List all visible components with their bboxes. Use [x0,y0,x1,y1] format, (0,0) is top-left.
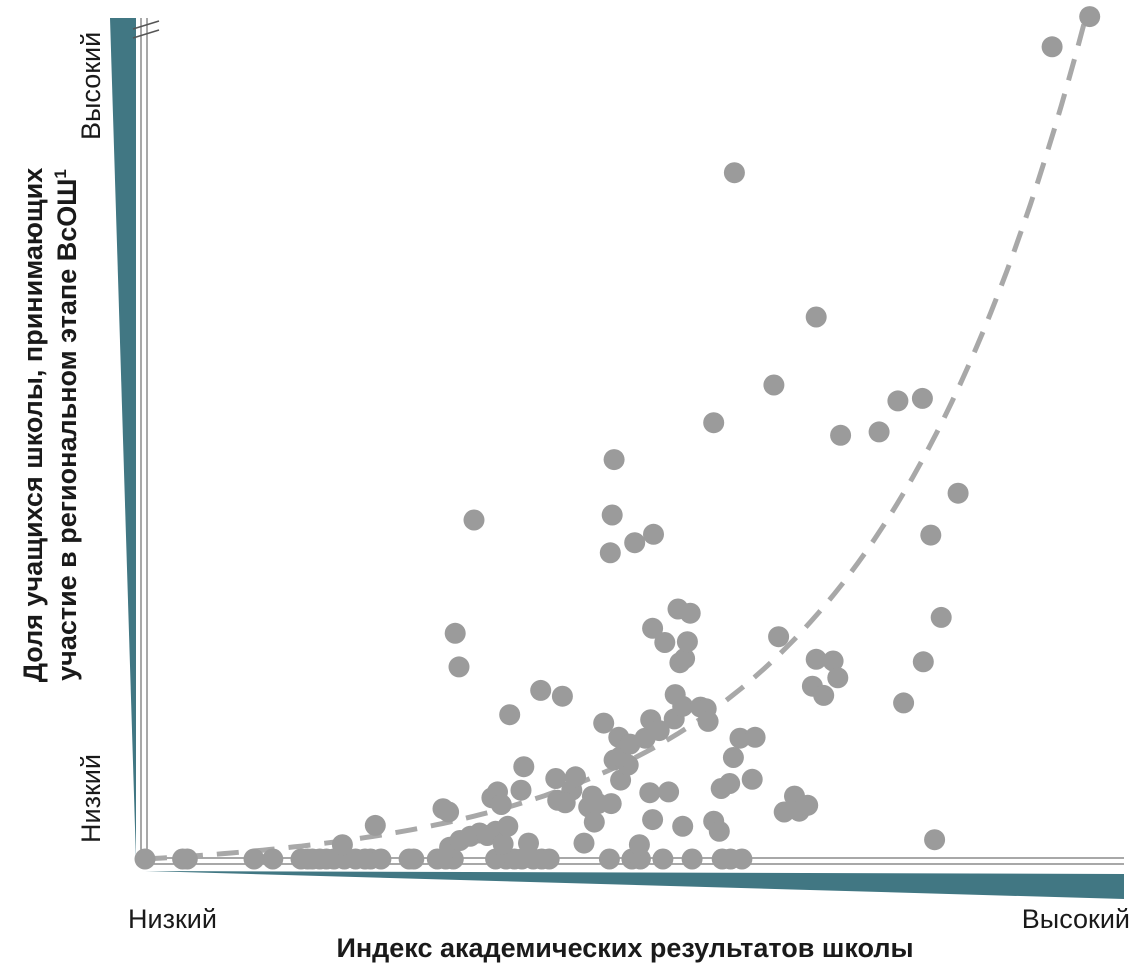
data-point-134 [920,524,942,546]
data-point-131 [868,421,890,443]
data-point-15 [370,848,392,870]
data-point-44 [492,833,514,855]
data-point-53 [490,794,512,815]
data-point-126 [703,412,725,434]
data-point-86 [741,768,763,790]
data-point-0 [134,848,156,870]
data-point-97 [676,631,698,653]
data-point-93 [664,684,686,706]
y-axis-footnote-marker: 1 [51,169,70,178]
data-point-17 [403,848,425,870]
y-axis-title-line2-text: участие в региональном этапе ВсОШ [52,179,82,681]
data-point-31 [652,848,674,870]
data-point-127 [723,162,745,184]
data-point-116 [448,656,470,678]
x-axis-gradient-wedge [145,871,1124,899]
data-point-60 [565,766,586,788]
data-point-82 [708,820,730,842]
data-point-109 [827,667,849,689]
x-axis-title: Индекс академических результатов школы [336,933,913,963]
data-point-50 [628,834,650,856]
y-axis-break-mark-top [132,20,160,30]
data-point-37 [364,814,386,836]
data-point-36 [331,834,353,856]
data-point-77 [639,782,661,804]
x-axis-high-label: Высокий [1022,904,1130,934]
data-point-85 [722,747,744,768]
data-point-72 [593,712,615,734]
data-point-62 [583,811,605,833]
data-point-136 [1079,6,1101,28]
data-point-59 [554,792,576,814]
data-point-79 [658,781,680,803]
data-point-96 [654,632,676,653]
data-point-101 [768,626,790,648]
data-point-78 [642,809,664,831]
data-point-122 [599,542,621,564]
data-point-56 [545,768,567,789]
data-point-115 [444,622,466,644]
y-axis-title-line2: участие в региональном этапе ВсОШ1 [51,169,82,681]
data-point-123 [624,532,646,554]
data-point-124 [643,523,664,545]
data-point-54 [510,779,532,801]
data-point-35 [731,848,753,870]
data-point-95 [674,648,696,669]
data-point-119 [551,685,573,707]
y-axis-low-label: Низкий [76,754,106,843]
data-point-137 [1041,36,1063,58]
data-point-117 [499,704,521,726]
data-point-28 [598,848,620,870]
data-point-49 [573,832,595,854]
data-point-27 [538,848,560,870]
data-point-99 [679,602,701,624]
data-point-80 [672,815,694,837]
data-point-125 [603,449,625,471]
data-point-112 [912,651,934,673]
data-point-45 [497,815,519,837]
data-point-75 [648,720,670,742]
data-point-128 [763,374,785,396]
data-point-55 [513,756,535,778]
axis-labels: Низкий Высокий Индекс академических резу… [18,32,1130,963]
data-point-120 [463,509,485,531]
data-point-65 [600,793,622,815]
data-point-133 [911,387,933,409]
y-axis-title-line1: Доля учащихся школы, принимающих [18,168,48,683]
y-axis-gradient-wedge [110,18,136,860]
data-point-48 [438,801,460,823]
data-point-46 [518,832,539,854]
y-axis-break-mark-bottom [132,29,160,39]
data-point-84 [719,773,741,794]
data-point-103 [773,801,795,823]
data-point-110 [813,684,835,706]
x-axis-low-label: Низкий [128,904,217,934]
data-point-118 [530,679,552,701]
data-point-2 [176,848,198,870]
data-point-100 [642,617,664,639]
data-point-108 [822,650,844,672]
data-point-113 [930,606,952,628]
y-axis-high-label: Высокий [76,32,106,140]
data-point-105 [797,794,819,816]
data-point-135 [947,482,969,504]
data-point-92 [697,710,719,732]
data-point-88 [744,726,766,748]
data-point-130 [830,424,852,446]
data-point-129 [805,306,827,328]
data-point-111 [893,692,915,714]
data-point-87 [729,727,751,749]
data-point-114 [924,829,946,851]
data-points [134,6,1101,870]
data-point-4 [262,848,284,870]
data-point-121 [601,504,623,526]
data-point-3 [243,848,265,870]
data-point-132 [887,390,909,412]
data-point-106 [805,648,827,670]
data-point-32 [681,848,703,870]
